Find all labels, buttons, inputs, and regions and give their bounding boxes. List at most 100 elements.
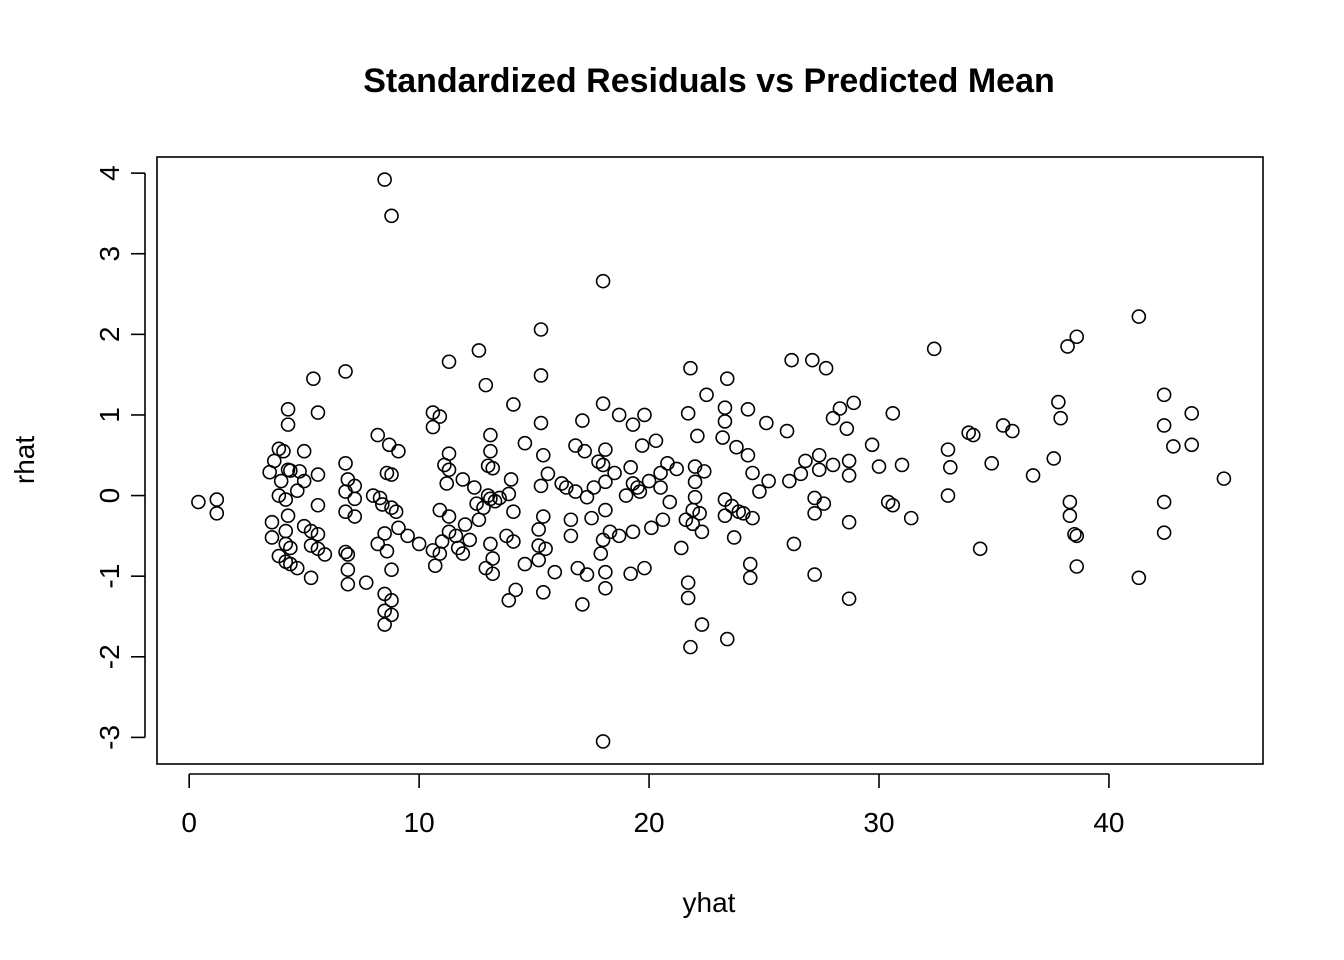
data-point xyxy=(471,512,487,528)
data-point xyxy=(940,488,956,503)
data-point xyxy=(579,489,595,505)
data-point xyxy=(317,547,333,562)
data-point xyxy=(535,509,551,524)
data-point xyxy=(289,560,305,576)
data-point xyxy=(533,322,549,337)
data-point xyxy=(669,461,684,477)
data-point xyxy=(306,371,321,386)
data-point xyxy=(717,508,733,524)
data-point xyxy=(483,536,498,552)
data-point xyxy=(685,516,701,532)
data-point xyxy=(375,497,390,512)
data-point xyxy=(1131,309,1147,324)
data-point xyxy=(782,473,797,489)
data-point xyxy=(740,402,756,417)
data-point xyxy=(264,530,280,545)
data-point xyxy=(786,536,802,552)
data-point xyxy=(687,474,703,490)
data-point xyxy=(579,567,595,582)
y-tick-label: 4 xyxy=(94,165,125,181)
data-point xyxy=(441,354,457,370)
data-point xyxy=(761,473,776,489)
data-point xyxy=(540,466,556,482)
data-point xyxy=(338,484,353,499)
data-point xyxy=(586,480,602,495)
data-point xyxy=(816,496,832,511)
x-axis-label: yhat xyxy=(683,887,736,918)
data-point xyxy=(655,512,671,528)
data-point xyxy=(310,497,326,513)
data-point xyxy=(377,526,392,541)
data-point xyxy=(662,494,678,510)
data-point xyxy=(1156,387,1172,403)
data-point xyxy=(379,543,395,559)
data-point xyxy=(885,497,901,513)
data-point xyxy=(637,407,652,423)
data-point xyxy=(492,490,507,506)
data-point xyxy=(457,517,473,532)
data-point xyxy=(209,506,225,521)
data-point xyxy=(607,465,622,481)
data-point xyxy=(1184,437,1200,453)
data-point xyxy=(347,509,363,524)
data-point xyxy=(623,566,638,582)
data-point xyxy=(506,504,521,519)
data-point xyxy=(825,410,841,426)
data-point xyxy=(370,536,386,552)
data-point xyxy=(568,484,583,499)
data-point xyxy=(742,556,758,572)
data-point xyxy=(784,352,799,368)
data-point xyxy=(811,462,827,478)
data-point xyxy=(439,476,455,491)
data-point xyxy=(278,492,294,507)
data-point xyxy=(381,437,397,453)
data-point xyxy=(570,560,586,576)
data-point xyxy=(391,520,406,536)
data-point xyxy=(818,360,834,376)
data-point xyxy=(391,443,406,459)
data-point xyxy=(487,493,503,509)
data-point xyxy=(273,473,289,489)
data-point xyxy=(752,484,767,499)
data-point xyxy=(696,464,712,479)
data-point xyxy=(1062,494,1078,510)
data-point xyxy=(575,413,590,428)
data-points xyxy=(191,172,1232,749)
data-point xyxy=(692,506,707,521)
data-point xyxy=(535,447,551,463)
y-tick-label: -1 xyxy=(94,564,125,589)
data-point xyxy=(535,584,551,600)
data-point xyxy=(547,564,563,580)
data-point xyxy=(591,454,606,470)
data-point xyxy=(745,465,760,481)
data-point xyxy=(296,473,312,489)
data-point xyxy=(719,371,735,386)
data-point xyxy=(683,360,698,376)
data-point xyxy=(1069,528,1085,544)
data-point xyxy=(377,617,392,632)
data-point xyxy=(648,433,664,449)
data-point xyxy=(1005,423,1020,439)
data-point xyxy=(680,406,696,421)
data-point xyxy=(926,341,942,357)
data-point xyxy=(483,427,498,443)
data-point xyxy=(531,552,546,568)
data-point xyxy=(384,593,399,608)
data-point xyxy=(807,490,822,506)
data-point xyxy=(841,591,857,607)
data-point xyxy=(965,427,981,443)
data-point xyxy=(485,551,501,566)
data-point xyxy=(280,417,296,432)
data-point xyxy=(699,387,714,403)
data-point xyxy=(715,430,730,445)
data-point xyxy=(503,472,519,487)
data-point xyxy=(303,570,319,586)
data-point xyxy=(432,502,448,518)
x-tick-label: 0 xyxy=(181,807,197,838)
data-point xyxy=(864,437,880,453)
y-tick-label: -3 xyxy=(94,725,125,750)
data-point xyxy=(280,508,296,524)
data-point xyxy=(441,509,457,524)
data-point xyxy=(1166,439,1181,454)
